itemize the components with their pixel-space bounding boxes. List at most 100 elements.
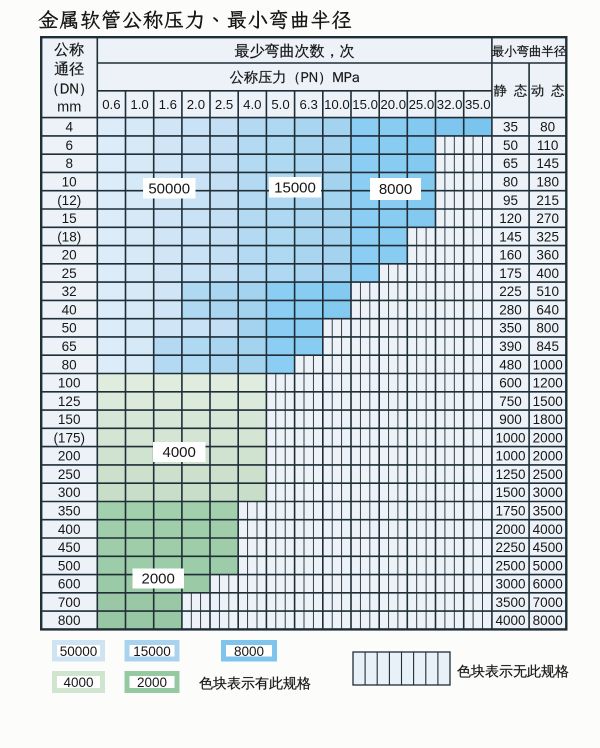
svg-text:600: 600 (499, 376, 522, 391)
svg-text:3000: 3000 (533, 485, 563, 500)
svg-text:4000: 4000 (163, 444, 196, 461)
svg-text:8000: 8000 (533, 613, 563, 628)
svg-text:65: 65 (62, 339, 77, 354)
svg-text:50: 50 (62, 321, 77, 336)
svg-text:8: 8 (65, 156, 73, 171)
svg-text:5000: 5000 (533, 558, 563, 573)
svg-text:2250: 2250 (495, 540, 525, 555)
svg-text:180: 180 (536, 175, 559, 190)
svg-text:640: 640 (536, 302, 559, 317)
svg-text:20: 20 (62, 248, 77, 263)
svg-text:1000: 1000 (495, 449, 525, 464)
svg-text:32: 32 (62, 284, 77, 299)
svg-text:80: 80 (503, 175, 518, 190)
svg-text:1500: 1500 (495, 485, 525, 500)
svg-text:110: 110 (537, 138, 559, 153)
svg-text:5.0: 5.0 (271, 97, 289, 112)
svg-text:20.0: 20.0 (380, 97, 406, 112)
svg-text:80: 80 (540, 120, 555, 135)
svg-text:4000: 4000 (533, 522, 563, 537)
svg-text:8000: 8000 (234, 644, 264, 659)
svg-text:100: 100 (58, 376, 81, 391)
svg-text:400: 400 (536, 266, 559, 281)
svg-text:2000: 2000 (142, 571, 175, 588)
svg-text:120: 120 (499, 211, 522, 226)
svg-text:4500: 4500 (533, 540, 563, 555)
svg-text:325: 325 (536, 229, 559, 244)
svg-text:95: 95 (503, 193, 518, 208)
svg-text:500: 500 (58, 558, 81, 573)
svg-text:1500: 1500 (533, 394, 563, 409)
svg-text:145: 145 (536, 156, 559, 171)
svg-text:200: 200 (58, 449, 81, 464)
svg-text:(18): (18) (57, 229, 81, 244)
svg-text:280: 280 (499, 302, 522, 317)
svg-text:25: 25 (62, 266, 77, 281)
svg-text:6: 6 (65, 138, 73, 153)
svg-text:15.0: 15.0 (352, 97, 378, 112)
svg-text:50: 50 (503, 138, 518, 153)
svg-text:450: 450 (58, 540, 81, 555)
svg-text:1000: 1000 (533, 357, 563, 372)
svg-text:4.0: 4.0 (243, 97, 261, 112)
svg-text:2.5: 2.5 (215, 97, 233, 112)
svg-text:2000: 2000 (533, 449, 563, 464)
svg-text:2000: 2000 (533, 430, 563, 445)
svg-text:80: 80 (62, 357, 77, 372)
svg-text:150: 150 (58, 412, 81, 427)
svg-text:3000: 3000 (495, 577, 525, 592)
svg-text:175: 175 (499, 266, 522, 281)
svg-text:2500: 2500 (495, 558, 525, 573)
svg-text:225: 225 (499, 284, 522, 299)
svg-text:6000: 6000 (533, 577, 563, 592)
svg-text:7000: 7000 (533, 595, 563, 610)
svg-text:1800: 1800 (533, 412, 563, 427)
svg-text:35.0: 35.0 (465, 97, 491, 112)
svg-text:40: 40 (62, 302, 77, 317)
svg-text:50000: 50000 (148, 180, 190, 197)
svg-text:510: 510 (536, 284, 559, 299)
svg-text:600: 600 (58, 577, 81, 592)
svg-text:350: 350 (58, 504, 81, 519)
svg-text:1.0: 1.0 (130, 97, 148, 112)
svg-text:15000: 15000 (274, 179, 316, 196)
svg-text:mm: mm (57, 100, 81, 116)
svg-text:(175): (175) (53, 430, 85, 445)
svg-text:1000: 1000 (495, 430, 525, 445)
svg-text:35: 35 (503, 120, 518, 135)
svg-text:1750: 1750 (495, 504, 525, 519)
svg-text:800: 800 (58, 613, 81, 628)
svg-text:250: 250 (58, 467, 81, 482)
svg-text:3500: 3500 (533, 504, 563, 519)
svg-text:270: 270 (536, 211, 559, 226)
svg-text:50000: 50000 (60, 644, 98, 659)
svg-text:125: 125 (58, 394, 81, 409)
svg-text:350: 350 (499, 321, 522, 336)
svg-text:2000: 2000 (495, 522, 525, 537)
svg-text:900: 900 (499, 412, 522, 427)
svg-text:8000: 8000 (379, 181, 412, 198)
svg-text:360: 360 (536, 248, 559, 263)
svg-text:2.0: 2.0 (187, 97, 205, 112)
svg-text:215: 215 (536, 193, 559, 208)
svg-text:480: 480 (499, 357, 522, 372)
svg-text:4000: 4000 (63, 675, 93, 690)
svg-text:4000: 4000 (495, 613, 525, 628)
svg-text:65: 65 (503, 156, 518, 171)
svg-text:3500: 3500 (495, 595, 525, 610)
svg-text:10.0: 10.0 (324, 97, 350, 112)
svg-text:25.0: 25.0 (409, 97, 435, 112)
svg-text:2000: 2000 (137, 675, 167, 690)
svg-text:15: 15 (62, 211, 77, 226)
svg-text:750: 750 (499, 394, 522, 409)
svg-text:800: 800 (536, 321, 559, 336)
svg-text:4: 4 (65, 120, 73, 135)
svg-text:845: 845 (536, 339, 559, 354)
svg-text:145: 145 (499, 229, 522, 244)
svg-text:390: 390 (499, 339, 522, 354)
svg-text:400: 400 (58, 522, 81, 537)
svg-text:700: 700 (58, 595, 81, 610)
svg-text:15000: 15000 (133, 644, 171, 659)
svg-text:1.6: 1.6 (159, 97, 177, 112)
svg-text:0.6: 0.6 (102, 97, 120, 112)
